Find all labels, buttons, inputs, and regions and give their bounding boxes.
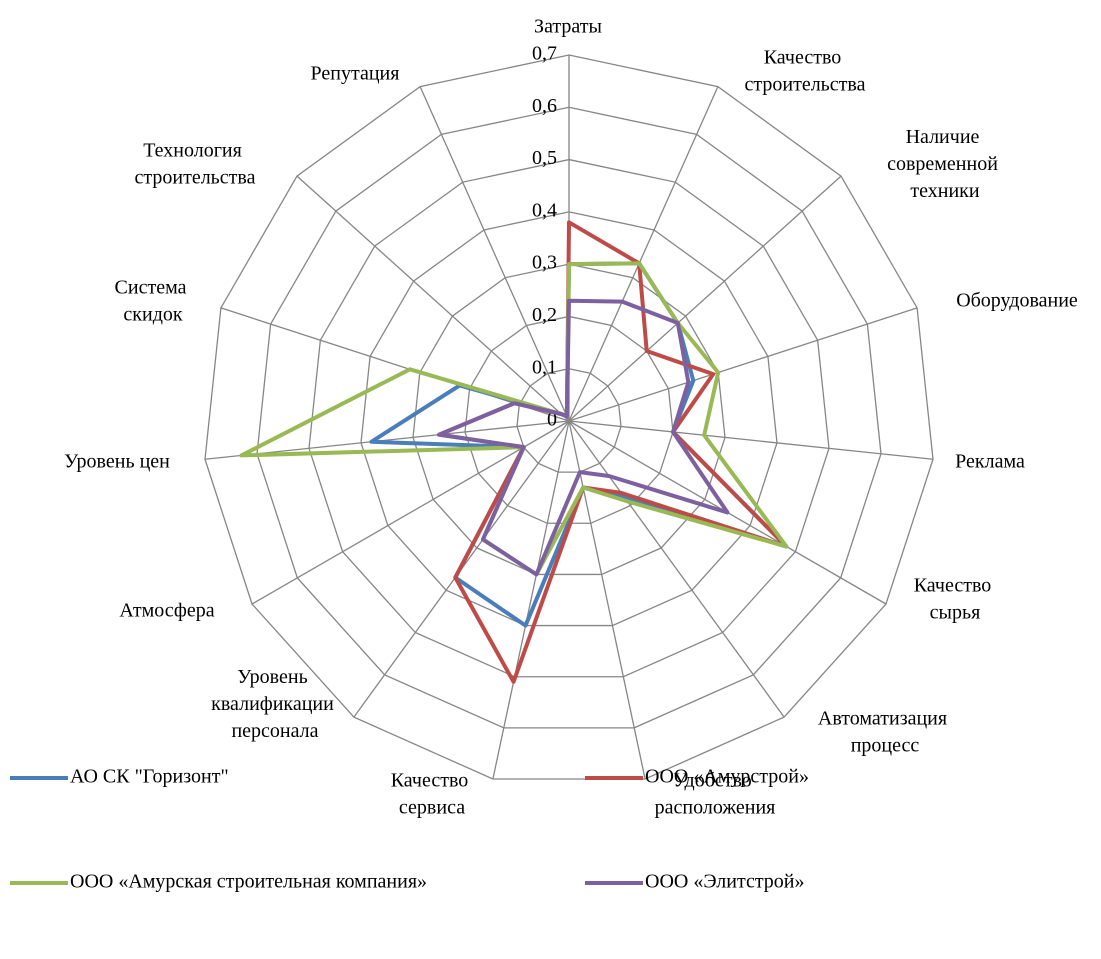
spoke	[568, 420, 646, 780]
category-label: Наличие современной техники	[887, 126, 1003, 202]
category-label: Качество строительства	[745, 46, 866, 95]
grid-ring	[516, 368, 622, 473]
category-label: Качество сервиса	[391, 769, 474, 818]
axis-tick-label: 0,2	[532, 304, 557, 326]
category-label: Реклама	[955, 451, 1025, 473]
legend-label: ООО «Амурстрой»	[645, 766, 809, 788]
axis-tick-label: 0,5	[532, 147, 557, 169]
legend-label: ООО «Амурская строительная компания»	[70, 871, 427, 893]
series-line	[437, 220, 789, 684]
legend-label: ООО «Элитстрой»	[645, 871, 805, 893]
axis-tick-label: 0,7	[532, 43, 557, 65]
axis-tick-label: 0,1	[532, 356, 557, 378]
category-label: Технология строительства	[135, 139, 256, 188]
category-label: Затраты	[534, 16, 602, 38]
spoke	[568, 175, 842, 422]
category-label: Качество сырья	[914, 574, 997, 623]
spoke	[568, 420, 785, 718]
series-line	[369, 261, 789, 628]
spoke	[568, 86, 719, 422]
category-label: Уровень квалификации персонала	[211, 666, 339, 742]
series-line	[437, 298, 730, 577]
spoke	[296, 175, 570, 422]
category-label: Репутация	[311, 63, 400, 85]
grid-ring	[308, 158, 830, 678]
axis-tick-label: 0,3	[532, 252, 557, 274]
grid-ring	[360, 211, 778, 627]
category-label: Удобство расположения	[655, 769, 776, 818]
axis-tick-label: 0,6	[532, 95, 557, 117]
legend-label: АО СК "Горизонт"	[70, 766, 229, 788]
category-label: Система скидок	[115, 276, 192, 325]
spoke	[419, 86, 570, 422]
axis-tick-label: 0	[547, 409, 557, 431]
grid-ring	[256, 106, 882, 729]
spoke	[220, 307, 570, 422]
category-label: Автоматизация процесс	[818, 707, 952, 756]
grid-ring	[204, 54, 934, 780]
spoke	[568, 307, 918, 422]
category-label: Оборудование	[956, 290, 1078, 312]
spoke	[492, 420, 570, 780]
axis-tick-label: 0,4	[532, 199, 557, 221]
category-label: Атмосфера	[119, 600, 214, 622]
grid-ring	[412, 263, 726, 576]
series-line	[239, 261, 789, 577]
spoke	[251, 420, 570, 605]
spoke	[568, 420, 934, 460]
category-label: Уровень цен	[64, 451, 170, 473]
